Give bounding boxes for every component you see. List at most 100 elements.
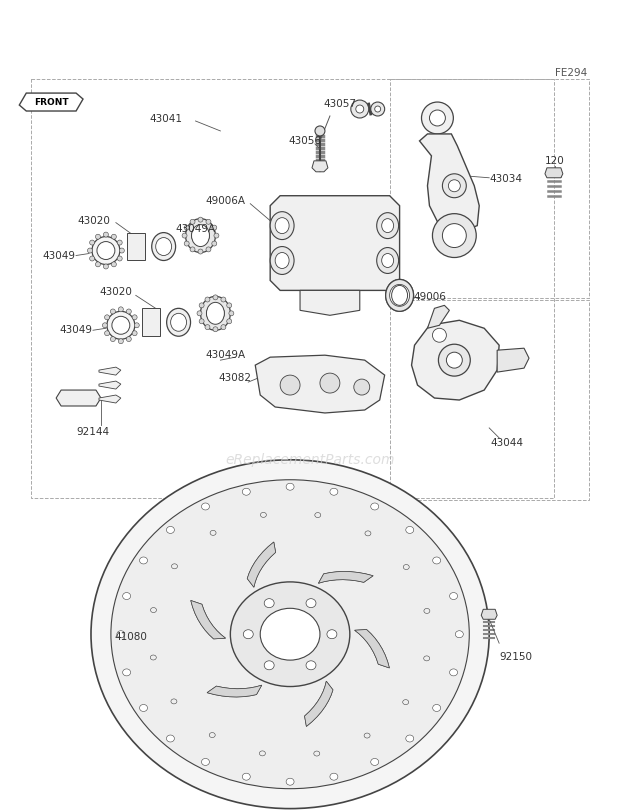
Polygon shape bbox=[355, 629, 389, 668]
Circle shape bbox=[118, 339, 123, 344]
Ellipse shape bbox=[405, 735, 414, 742]
Circle shape bbox=[110, 337, 115, 341]
Circle shape bbox=[126, 309, 131, 314]
Circle shape bbox=[104, 232, 108, 237]
Bar bbox=[142, 308, 160, 337]
Polygon shape bbox=[207, 685, 262, 697]
Ellipse shape bbox=[260, 608, 320, 660]
Circle shape bbox=[351, 100, 369, 118]
Ellipse shape bbox=[403, 700, 409, 705]
Ellipse shape bbox=[192, 225, 210, 247]
Ellipse shape bbox=[270, 212, 294, 239]
Circle shape bbox=[107, 311, 135, 339]
Circle shape bbox=[205, 297, 210, 302]
Circle shape bbox=[92, 237, 120, 264]
Text: 120: 120 bbox=[545, 156, 565, 165]
Text: 43049: 43049 bbox=[43, 251, 76, 260]
Polygon shape bbox=[355, 629, 389, 668]
Ellipse shape bbox=[123, 669, 131, 676]
Circle shape bbox=[430, 110, 445, 126]
Circle shape bbox=[120, 248, 125, 253]
Circle shape bbox=[221, 297, 226, 302]
Ellipse shape bbox=[275, 252, 289, 268]
Ellipse shape bbox=[450, 593, 458, 599]
Ellipse shape bbox=[450, 669, 458, 676]
Circle shape bbox=[205, 324, 210, 329]
Circle shape bbox=[95, 262, 100, 267]
Ellipse shape bbox=[286, 483, 294, 490]
Ellipse shape bbox=[117, 631, 125, 637]
Ellipse shape bbox=[140, 705, 148, 711]
Text: 92150: 92150 bbox=[500, 652, 533, 662]
Text: 49006A: 49006A bbox=[205, 195, 246, 206]
Circle shape bbox=[213, 295, 218, 300]
Circle shape bbox=[87, 248, 92, 253]
Ellipse shape bbox=[210, 530, 216, 535]
Circle shape bbox=[206, 304, 224, 322]
Ellipse shape bbox=[166, 735, 174, 742]
Ellipse shape bbox=[371, 503, 379, 510]
Ellipse shape bbox=[306, 599, 316, 607]
Ellipse shape bbox=[170, 313, 187, 331]
Circle shape bbox=[227, 303, 232, 308]
Ellipse shape bbox=[243, 629, 253, 639]
Circle shape bbox=[446, 352, 463, 368]
Circle shape bbox=[102, 323, 107, 328]
Circle shape bbox=[213, 327, 218, 332]
Bar bbox=[389, 300, 589, 500]
Ellipse shape bbox=[382, 254, 394, 268]
Circle shape bbox=[112, 316, 130, 334]
Ellipse shape bbox=[386, 280, 414, 311]
Circle shape bbox=[90, 240, 95, 245]
Polygon shape bbox=[247, 542, 276, 587]
Text: 43049A: 43049A bbox=[175, 224, 216, 234]
Circle shape bbox=[212, 225, 217, 230]
Circle shape bbox=[374, 106, 381, 112]
Circle shape bbox=[105, 315, 110, 320]
Ellipse shape bbox=[264, 661, 274, 670]
Circle shape bbox=[432, 213, 476, 258]
Ellipse shape bbox=[314, 751, 320, 756]
Circle shape bbox=[117, 240, 122, 245]
Circle shape bbox=[214, 233, 219, 238]
Circle shape bbox=[443, 224, 466, 247]
Circle shape bbox=[110, 309, 115, 314]
Circle shape bbox=[112, 262, 117, 267]
Ellipse shape bbox=[242, 488, 250, 496]
Circle shape bbox=[221, 324, 226, 329]
Circle shape bbox=[356, 105, 364, 113]
Ellipse shape bbox=[455, 631, 463, 637]
Ellipse shape bbox=[209, 732, 215, 737]
Text: 43044: 43044 bbox=[490, 438, 524, 448]
Circle shape bbox=[105, 331, 110, 336]
Ellipse shape bbox=[200, 296, 231, 330]
Polygon shape bbox=[312, 161, 328, 172]
Circle shape bbox=[112, 234, 117, 239]
Circle shape bbox=[90, 256, 95, 261]
Ellipse shape bbox=[433, 557, 441, 564]
Circle shape bbox=[438, 344, 471, 376]
Text: 41080: 41080 bbox=[114, 633, 147, 642]
Circle shape bbox=[135, 323, 140, 328]
Ellipse shape bbox=[206, 303, 224, 324]
Circle shape bbox=[95, 234, 100, 239]
Polygon shape bbox=[412, 320, 499, 400]
Ellipse shape bbox=[377, 247, 399, 273]
Polygon shape bbox=[304, 681, 333, 727]
Circle shape bbox=[227, 319, 232, 324]
Circle shape bbox=[199, 303, 204, 308]
Ellipse shape bbox=[403, 564, 409, 569]
Polygon shape bbox=[427, 306, 450, 328]
Polygon shape bbox=[319, 572, 373, 583]
Circle shape bbox=[190, 247, 195, 252]
Circle shape bbox=[422, 102, 453, 134]
Circle shape bbox=[184, 241, 189, 246]
Polygon shape bbox=[420, 134, 479, 230]
Circle shape bbox=[199, 319, 204, 324]
Ellipse shape bbox=[405, 526, 414, 534]
Circle shape bbox=[432, 328, 446, 342]
Text: 43082: 43082 bbox=[219, 373, 252, 383]
Polygon shape bbox=[247, 542, 276, 587]
Ellipse shape bbox=[386, 280, 414, 311]
Ellipse shape bbox=[151, 607, 156, 612]
